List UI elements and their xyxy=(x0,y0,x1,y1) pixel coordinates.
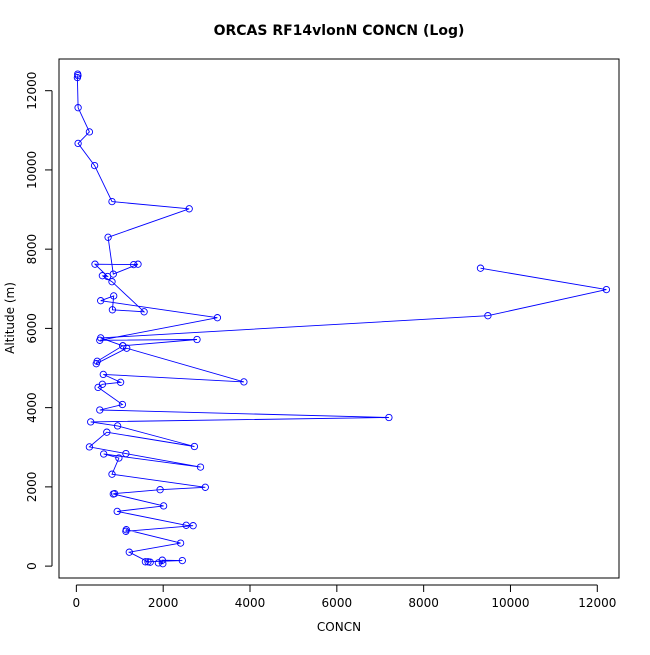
data-point xyxy=(74,104,82,112)
chart-title: ORCAS RF14vlonN CONCN (Log) xyxy=(214,23,465,39)
data-point xyxy=(116,378,125,386)
data-point xyxy=(92,360,100,368)
data-point xyxy=(94,383,102,392)
x-tick-label: 6000 xyxy=(322,596,353,610)
data-point xyxy=(118,400,127,409)
data-point xyxy=(141,558,150,566)
y-tick-label: 8000 xyxy=(25,234,39,265)
data-point xyxy=(122,526,130,534)
y-tick-label: 10000 xyxy=(25,151,39,189)
data-point xyxy=(125,548,133,556)
data-point xyxy=(103,428,111,436)
data-point xyxy=(602,285,611,294)
data-point xyxy=(140,308,148,316)
data-point xyxy=(182,521,190,529)
x-axis-label: CONCN xyxy=(317,620,361,634)
data-point xyxy=(73,73,82,82)
data-point xyxy=(156,486,164,494)
data-point xyxy=(176,539,185,547)
data-point xyxy=(159,502,168,510)
data-point xyxy=(90,161,99,170)
data-point xyxy=(213,314,222,322)
data-point xyxy=(159,560,167,568)
data-point xyxy=(189,522,197,530)
series-line xyxy=(76,74,389,565)
y-axis-label: Altitude (m) xyxy=(3,282,17,354)
data-point xyxy=(154,559,163,567)
x-tick-label: 2000 xyxy=(148,596,179,610)
data-point xyxy=(119,342,127,350)
data-point xyxy=(193,335,201,344)
x-tick-label: 8000 xyxy=(408,596,439,610)
data-point xyxy=(146,558,154,566)
y-tick-label: 0 xyxy=(25,562,39,570)
data-point xyxy=(110,292,118,300)
y-tick-label: 6000 xyxy=(25,313,39,344)
data-point xyxy=(108,306,117,314)
data-point xyxy=(108,470,116,478)
y-tick-label: 12000 xyxy=(25,72,39,110)
data-point xyxy=(240,378,248,386)
data-point xyxy=(74,139,82,148)
data-point xyxy=(122,449,130,458)
data-point xyxy=(104,233,112,241)
data-point xyxy=(100,450,108,458)
data-point xyxy=(108,278,116,286)
data-point xyxy=(130,260,138,269)
data-point xyxy=(185,205,193,213)
x-tick-label: 12000 xyxy=(578,596,616,610)
x-tick-label: 10000 xyxy=(491,596,529,610)
data-point xyxy=(190,442,199,451)
data-point xyxy=(91,260,99,268)
y-tick-label: 4000 xyxy=(25,392,39,423)
data-point xyxy=(97,334,105,342)
series-layer xyxy=(73,70,611,568)
data-point xyxy=(103,272,112,281)
data-point xyxy=(385,413,393,422)
data-point xyxy=(196,463,205,471)
y-tick-label: 2000 xyxy=(25,472,39,503)
data-point xyxy=(96,406,104,414)
axes-layer: 0 2000 4000 6000 8000 10000 12000 0 2000 4000 6000… xyxy=(25,72,616,610)
data-point xyxy=(99,370,107,379)
series-line xyxy=(100,267,607,347)
data-point xyxy=(113,507,121,516)
data-point xyxy=(123,344,131,352)
data-point xyxy=(98,272,107,280)
data-point xyxy=(85,128,94,136)
x-tick-label: 0 xyxy=(73,596,81,610)
data-point xyxy=(178,556,186,565)
data-point xyxy=(134,260,142,268)
data-point xyxy=(85,443,94,451)
data-point xyxy=(484,312,492,320)
data-point xyxy=(87,418,95,426)
data-point xyxy=(108,197,116,206)
data-point xyxy=(476,264,485,272)
data-point xyxy=(201,483,209,491)
data-point xyxy=(97,297,105,305)
data-point xyxy=(115,454,123,462)
data-point xyxy=(113,422,122,430)
x-tick-label: 4000 xyxy=(235,596,266,610)
plot-frame xyxy=(58,58,620,579)
data-point xyxy=(109,490,117,498)
